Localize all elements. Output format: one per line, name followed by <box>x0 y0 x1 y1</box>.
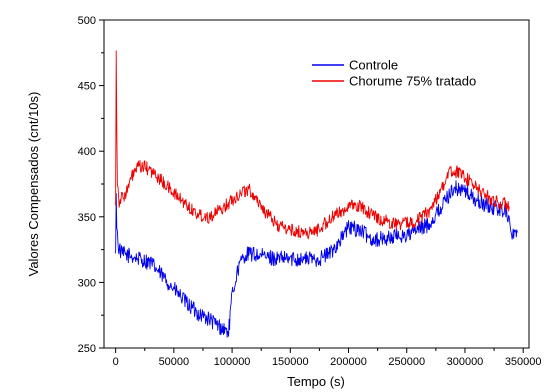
x-tick-label: 300000 <box>447 356 484 368</box>
x-axis-label: Tempo (s) <box>287 374 345 389</box>
series-line-1 <box>115 50 510 240</box>
series-line-0 <box>115 180 518 338</box>
y-tick-label: 500 <box>78 15 96 27</box>
x-tick-label: 350000 <box>505 356 542 368</box>
x-tick-label: 250000 <box>388 356 425 368</box>
y-tick-label: 250 <box>78 343 96 355</box>
y-axis-ticks: 250 300 350 400 450 500 <box>78 15 104 355</box>
x-tick-label: 50000 <box>159 356 190 368</box>
y-tick-label: 350 <box>78 212 96 224</box>
x-tick-label: 200000 <box>330 356 367 368</box>
y-tick-label: 300 <box>78 277 96 289</box>
y-tick-label: 400 <box>78 146 96 158</box>
legend-label: Controle <box>349 58 398 73</box>
y-axis-label: Valores Compensados (cnt/10s) <box>26 92 41 277</box>
y-tick-label: 450 <box>78 81 96 93</box>
legend-label: Chorume 75% tratado <box>349 74 476 89</box>
x-axis-ticks: 0 50000 100000 150000 200000 250000 300000 3500… <box>113 348 542 368</box>
x-tick-label: 100000 <box>214 356 251 368</box>
x-tick-label: 150000 <box>272 356 309 368</box>
series-layer <box>115 50 518 338</box>
x-tick-label: 0 <box>113 356 119 368</box>
